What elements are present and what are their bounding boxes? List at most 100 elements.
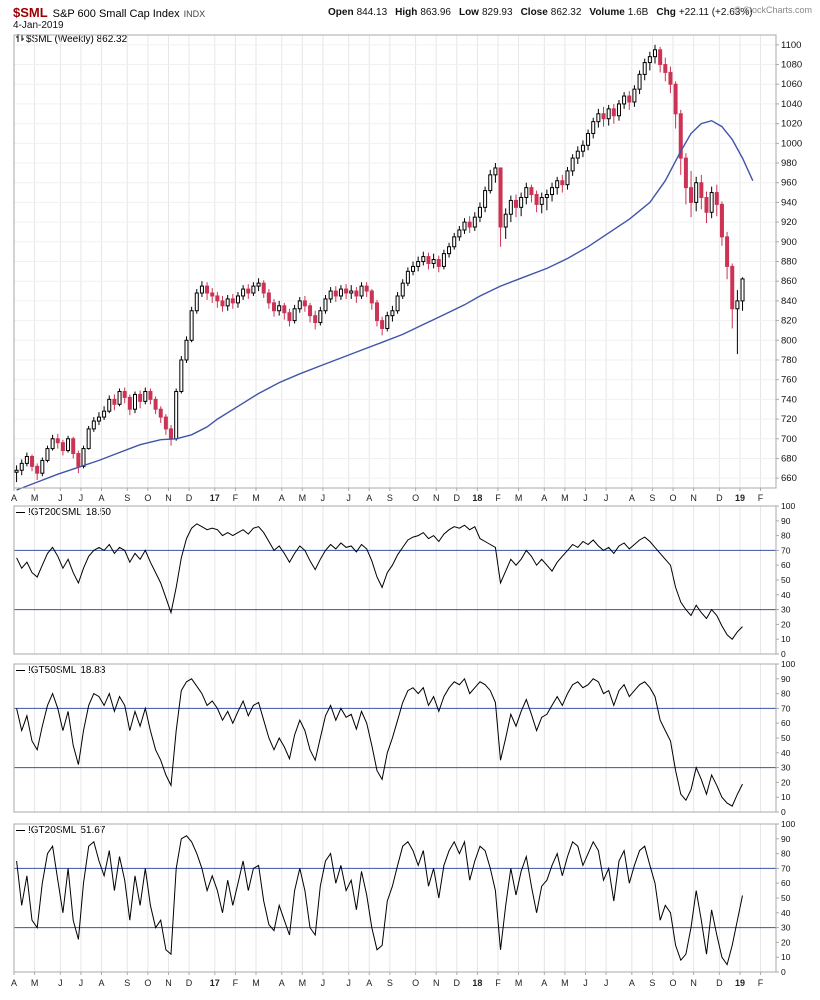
svg-text:O: O xyxy=(144,493,151,503)
svg-text:18: 18 xyxy=(472,493,482,503)
price-x-axis: A M J J A S O N D 17 F M A M J J A S O N D 18 F M A M J J A S O N D 19 F xyxy=(11,488,764,503)
svg-text:0: 0 xyxy=(781,967,786,977)
line-legend-icon xyxy=(16,669,25,671)
svg-text:F: F xyxy=(758,493,764,503)
svg-text:M: M xyxy=(252,978,260,988)
osc-frame xyxy=(13,505,777,655)
quote-value: 844.13 xyxy=(356,7,388,18)
svg-text:80: 80 xyxy=(781,531,791,541)
svg-text:A: A xyxy=(11,493,17,503)
svg-text:50: 50 xyxy=(781,893,791,903)
svg-text:J: J xyxy=(346,493,351,503)
svg-text:80: 80 xyxy=(781,689,791,699)
quote-value: 863.96 xyxy=(420,7,451,18)
svg-text:J: J xyxy=(79,978,84,988)
quote-value: +22.11 (+2.63%) xyxy=(678,7,753,18)
svg-text:1060: 1060 xyxy=(781,79,802,90)
svg-text:40: 40 xyxy=(781,590,791,600)
svg-text:F: F xyxy=(233,978,239,988)
svg-text:S: S xyxy=(649,493,655,503)
svg-text:S: S xyxy=(387,978,393,988)
svg-text:10: 10 xyxy=(781,952,791,962)
price-chart-svg: 660 680 700 720 740 760 780 800 820 840 860 880 900 9… xyxy=(11,34,802,503)
gt200-legend: !GT200SML 18.50 xyxy=(16,507,111,518)
indicator-value: 51.67 xyxy=(80,825,106,836)
svg-text:840: 840 xyxy=(781,296,797,307)
quote-label: Close xyxy=(520,7,548,18)
price-gridlines xyxy=(13,35,776,488)
svg-text:A: A xyxy=(279,978,285,988)
svg-text:J: J xyxy=(583,978,588,988)
svg-text:O: O xyxy=(670,493,677,503)
svg-text:700: 700 xyxy=(781,434,797,445)
moving-average-line xyxy=(16,119,754,491)
svg-text:19: 19 xyxy=(735,493,745,503)
svg-text:J: J xyxy=(583,493,588,503)
quote-value: 829.93 xyxy=(481,7,513,18)
svg-text:J: J xyxy=(321,493,326,503)
svg-text:660: 660 xyxy=(781,473,797,484)
svg-text:M: M xyxy=(299,493,307,503)
svg-text:720: 720 xyxy=(781,414,797,425)
svg-text:A: A xyxy=(366,493,372,503)
svg-text:800: 800 xyxy=(781,335,797,346)
svg-text:940: 940 xyxy=(781,197,797,208)
svg-text:980: 980 xyxy=(781,158,797,169)
svg-text:60: 60 xyxy=(781,878,791,888)
svg-text:50: 50 xyxy=(781,575,791,585)
svg-text:D: D xyxy=(716,978,723,988)
svg-text:A: A xyxy=(99,493,105,503)
svg-text:A: A xyxy=(629,493,635,503)
osc-frame xyxy=(13,663,777,813)
svg-text:A: A xyxy=(11,978,17,988)
svg-text:40: 40 xyxy=(781,908,791,918)
svg-text:N: N xyxy=(433,978,440,988)
svg-text:18: 18 xyxy=(472,978,482,988)
svg-text:100: 100 xyxy=(781,820,795,829)
indicator-line xyxy=(16,835,743,966)
quote-label: Chg xyxy=(656,7,676,18)
svg-text:S: S xyxy=(649,978,655,988)
svg-text:M: M xyxy=(252,493,260,503)
svg-text:N: N xyxy=(165,978,172,988)
svg-text:D: D xyxy=(716,493,723,503)
svg-text:D: D xyxy=(186,978,193,988)
svg-text:J: J xyxy=(58,493,63,503)
symbol: $SML xyxy=(13,5,48,20)
svg-text:N: N xyxy=(690,493,697,503)
price-y-axis: 660 680 700 720 740 760 780 800 820 840 860 880 900 9… xyxy=(776,40,802,484)
osc-y-axis: 0 10 20 30 40 50 60 70 80 90 100 xyxy=(776,660,795,817)
svg-text:100: 100 xyxy=(781,502,795,511)
svg-text:10: 10 xyxy=(781,792,791,802)
svg-text:90: 90 xyxy=(781,834,791,844)
svg-text:A: A xyxy=(541,978,547,988)
osc-y-axis: 0 10 20 30 40 50 60 70 80 90 100 xyxy=(776,502,795,659)
svg-text:S: S xyxy=(387,493,393,503)
svg-text:60: 60 xyxy=(781,560,791,570)
quote-label: Low xyxy=(458,7,479,18)
quote-line: Open 844.13 High 863.96 Low 829.93 Close 862.32… xyxy=(328,7,753,18)
svg-text:1100: 1100 xyxy=(781,40,801,51)
indicator-line xyxy=(16,523,743,640)
svg-text:F: F xyxy=(758,978,764,988)
svg-text:780: 780 xyxy=(781,355,797,366)
svg-text:D: D xyxy=(454,493,461,503)
svg-text:S: S xyxy=(124,978,130,988)
svg-text:J: J xyxy=(604,978,609,988)
svg-text:19: 19 xyxy=(735,978,745,988)
line-legend-icon xyxy=(16,829,25,831)
svg-text:90: 90 xyxy=(781,516,791,526)
svg-text:880: 880 xyxy=(781,257,797,268)
svg-text:20: 20 xyxy=(781,937,791,947)
svg-text:D: D xyxy=(186,493,193,503)
price-candles xyxy=(14,44,745,483)
svg-text:A: A xyxy=(629,978,635,988)
svg-text:50: 50 xyxy=(781,733,791,743)
svg-text:M: M xyxy=(561,978,569,988)
svg-text:920: 920 xyxy=(781,217,797,228)
svg-text:820: 820 xyxy=(781,316,797,327)
indicator-value: 18.83 xyxy=(80,665,106,676)
gt20-legend: !GT20SML 51.67 xyxy=(16,825,105,836)
